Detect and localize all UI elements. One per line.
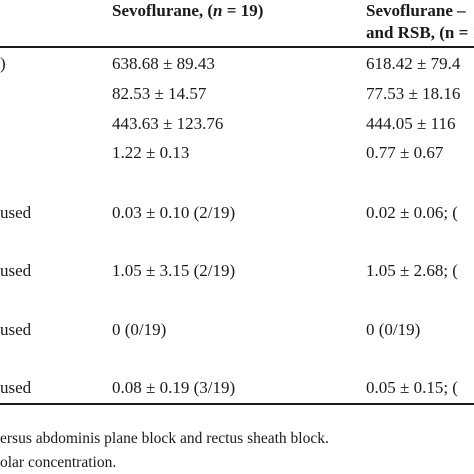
table-cell: 77.53 ± 18.16: [366, 84, 461, 103]
table-cell: 1.05 ± 2.68; (: [366, 261, 458, 280]
footer-rule: [0, 403, 474, 405]
row-label: ): [0, 54, 6, 73]
table-cell: 0.03 ± 0.10 (2/19): [112, 203, 236, 222]
table-cell: 82.53 ± 14.57: [112, 84, 207, 103]
row-label: used: [0, 261, 32, 280]
table-cell: 0.02 ± 0.06; (: [366, 203, 458, 222]
table-cell: 638.68 ± 89.43: [112, 54, 215, 73]
col-header-sevoflurane-n: n: [213, 1, 223, 20]
col-header-sevoflurane-post: = 19): [222, 1, 264, 20]
table-cell: 618.42 ± 79.4: [366, 54, 461, 73]
table-cell: 1.05 ± 3.15 (2/19): [112, 261, 236, 280]
col-header-combined-line1: Sevoflurane –: [366, 1, 466, 20]
table-cell: 0.77 ± 0.67: [366, 143, 444, 162]
footnote: ersus abdominis plane block and rectus s…: [0, 430, 329, 447]
table-cell: 1.22 ± 0.13: [112, 143, 190, 162]
col-header-sevoflurane: Sevoflurane, (n = 19): [112, 0, 263, 22]
table-cell: 0.05 ± 0.15; (: [366, 378, 458, 397]
row-label: used: [0, 203, 32, 222]
row-label: used: [0, 320, 32, 339]
header-rule: [0, 46, 474, 48]
table-cell: 444.05 ± 116: [366, 114, 456, 133]
col-header-combined-line2: and RSB, (n = 19): [366, 23, 474, 42]
table-cell: 0 (0/19): [112, 320, 167, 339]
table-cell: 0 (0/19): [366, 320, 421, 339]
table-cell: 0.08 ± 0.19 (3/19): [112, 378, 236, 397]
footnote: olar concentration.: [0, 454, 117, 471]
table-cell: 443.63 ± 123.76: [112, 114, 224, 133]
row-label: used: [0, 378, 32, 397]
col-header-sevoflurane-pre: Sevoflurane, (: [112, 1, 214, 20]
